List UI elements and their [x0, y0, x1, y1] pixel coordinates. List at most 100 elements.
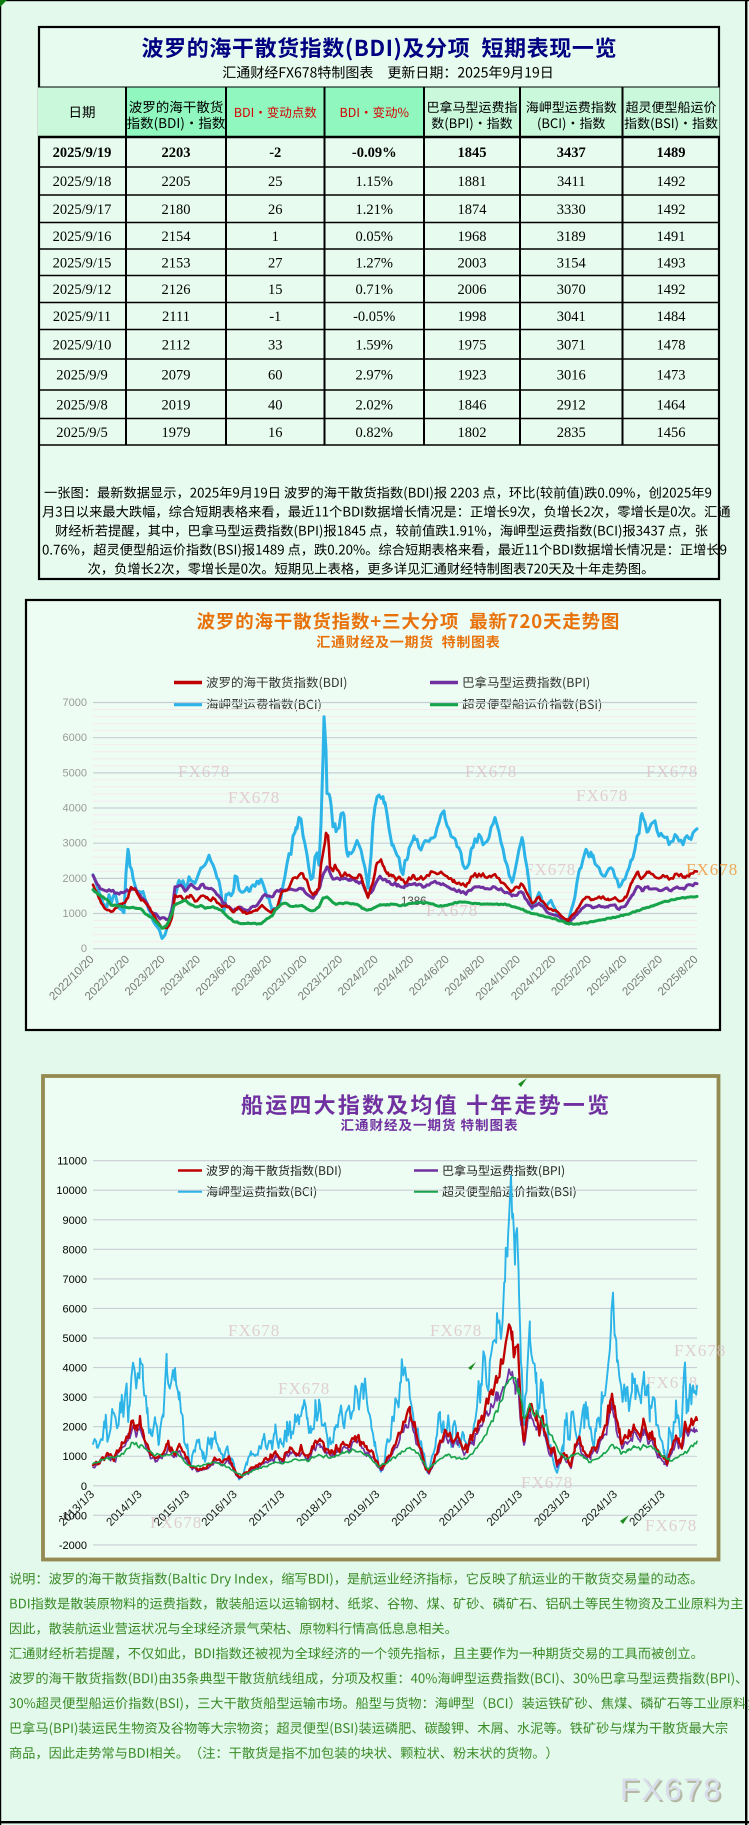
- svg-text:2003: 2003: [458, 255, 487, 271]
- svg-text:9000: 9000: [63, 1215, 87, 1227]
- svg-text:FX678: FX678: [228, 1321, 280, 1340]
- svg-text:1998: 1998: [458, 309, 487, 325]
- svg-text:1464: 1464: [657, 397, 687, 413]
- svg-text:3411: 3411: [557, 174, 585, 190]
- svg-text:1802: 1802: [458, 425, 487, 441]
- svg-text:0.05%: 0.05%: [356, 229, 393, 245]
- svg-text:1493: 1493: [657, 255, 686, 271]
- svg-text:1923: 1923: [458, 368, 487, 384]
- svg-text:7000: 7000: [63, 697, 87, 709]
- svg-text:2112: 2112: [162, 337, 190, 353]
- svg-text:2.97%: 2.97%: [356, 368, 393, 384]
- svg-text:3330: 3330: [557, 202, 586, 218]
- svg-text:2025/9/5: 2025/9/5: [56, 425, 108, 441]
- svg-text:2025/9/15: 2025/9/15: [53, 255, 112, 271]
- svg-text:1492: 1492: [657, 202, 686, 218]
- svg-text:6000: 6000: [63, 732, 87, 744]
- svg-text:3437: 3437: [557, 145, 586, 161]
- svg-text:2025/9/10: 2025/9/10: [53, 337, 112, 353]
- svg-text:3016: 3016: [557, 368, 586, 384]
- svg-text:3041: 3041: [557, 309, 586, 325]
- svg-text:5000: 5000: [63, 1333, 87, 1345]
- svg-text:60: 60: [268, 368, 283, 384]
- svg-text:FX678: FX678: [674, 1341, 726, 1360]
- svg-text:FX678: FX678: [465, 762, 517, 781]
- svg-text:1473: 1473: [657, 368, 686, 384]
- svg-text:-2: -2: [269, 145, 281, 161]
- svg-text:1845: 1845: [458, 145, 487, 161]
- svg-text:-1: -1: [269, 309, 281, 325]
- svg-text:33: 33: [268, 337, 283, 353]
- svg-text:1: 1: [272, 229, 279, 245]
- svg-text:2025/9/19: 2025/9/19: [53, 145, 112, 161]
- svg-text:FX678: FX678: [686, 860, 738, 879]
- svg-text:2835: 2835: [557, 425, 586, 441]
- svg-text:2025/9/8: 2025/9/8: [56, 397, 108, 413]
- svg-text:40: 40: [268, 397, 283, 413]
- svg-text:3154: 3154: [557, 255, 587, 271]
- svg-text:1881: 1881: [458, 174, 487, 190]
- svg-text:1492: 1492: [657, 282, 686, 298]
- svg-text:1.27%: 1.27%: [356, 255, 393, 271]
- svg-text:2180: 2180: [162, 202, 191, 218]
- svg-text:2025/9/12: 2025/9/12: [53, 282, 112, 298]
- svg-text:2019: 2019: [162, 397, 191, 413]
- svg-text:-2000: -2000: [59, 1540, 87, 1552]
- svg-text:3071: 3071: [557, 337, 586, 353]
- svg-text:1979: 1979: [162, 425, 191, 441]
- svg-text:1968: 1968: [458, 229, 487, 245]
- svg-text:FX678: FX678: [278, 1379, 330, 1398]
- svg-text:1489: 1489: [657, 145, 686, 161]
- svg-text:3189: 3189: [557, 229, 586, 245]
- svg-text:3000: 3000: [63, 1392, 87, 1404]
- svg-text:2205: 2205: [162, 174, 191, 190]
- svg-text:1000: 1000: [63, 1451, 87, 1463]
- svg-text:0.82%: 0.82%: [356, 425, 393, 441]
- svg-text:2000: 2000: [63, 873, 87, 885]
- svg-text:2203: 2203: [162, 145, 191, 161]
- svg-text:2025/9/11: 2025/9/11: [53, 309, 111, 325]
- svg-text:1492: 1492: [657, 174, 686, 190]
- svg-text:2912: 2912: [557, 397, 586, 413]
- svg-text:FX678: FX678: [646, 762, 698, 781]
- svg-text:2025/9/16: 2025/9/16: [53, 229, 112, 245]
- svg-text:0.71%: 0.71%: [356, 282, 393, 298]
- svg-text:2025/9/9: 2025/9/9: [56, 368, 108, 384]
- svg-text:27: 27: [268, 255, 283, 271]
- svg-text:-0.05%: -0.05%: [353, 309, 395, 325]
- svg-text:0: 0: [81, 1481, 87, 1493]
- svg-text:1.59%: 1.59%: [356, 337, 393, 353]
- svg-text:2154: 2154: [162, 229, 192, 245]
- svg-text:-1000: -1000: [59, 1510, 87, 1522]
- svg-text:1874: 1874: [458, 202, 488, 218]
- svg-text:FX678: FX678: [178, 762, 230, 781]
- svg-text:FX678: FX678: [524, 860, 576, 879]
- svg-text:-0.09%: -0.09%: [352, 145, 397, 161]
- svg-text:2126: 2126: [162, 282, 191, 298]
- svg-text:3000: 3000: [63, 838, 87, 850]
- svg-text:FX678: FX678: [620, 1771, 723, 1807]
- svg-text:FX678: FX678: [576, 786, 628, 805]
- svg-text:4000: 4000: [63, 803, 87, 815]
- svg-text:2153: 2153: [162, 255, 191, 271]
- svg-text:1.21%: 1.21%: [356, 202, 393, 218]
- svg-text:2000: 2000: [63, 1422, 87, 1434]
- svg-text:1975: 1975: [458, 337, 487, 353]
- svg-text:FX678: FX678: [521, 1473, 573, 1492]
- svg-text:16: 16: [268, 425, 283, 441]
- svg-text:4000: 4000: [63, 1363, 87, 1375]
- svg-text:1846: 1846: [458, 397, 487, 413]
- svg-text:10000: 10000: [56, 1185, 87, 1197]
- svg-text:26: 26: [268, 202, 283, 218]
- svg-text:1484: 1484: [657, 309, 687, 325]
- svg-text:7000: 7000: [63, 1274, 87, 1286]
- svg-text:FX678: FX678: [645, 1516, 697, 1535]
- svg-text:1000: 1000: [63, 908, 87, 920]
- svg-text:8000: 8000: [63, 1244, 87, 1256]
- svg-text:2006: 2006: [458, 282, 487, 298]
- svg-text:1491: 1491: [657, 229, 686, 245]
- svg-text:2111: 2111: [162, 309, 190, 325]
- svg-text:6000: 6000: [63, 1303, 87, 1315]
- svg-text:5000: 5000: [63, 767, 87, 779]
- svg-text:2.02%: 2.02%: [356, 397, 393, 413]
